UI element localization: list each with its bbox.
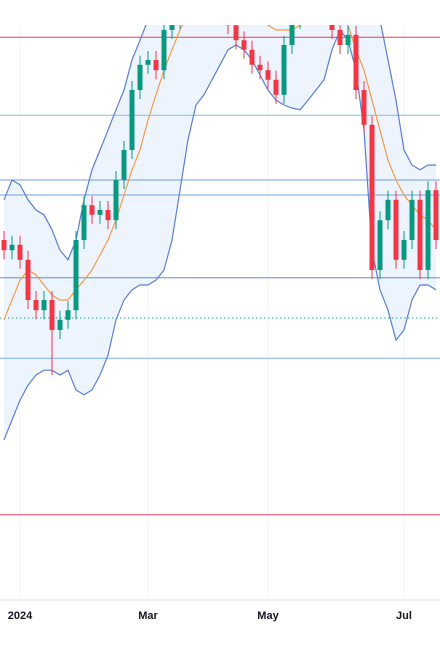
candle-body (433, 190, 439, 240)
candle-body (17, 244, 23, 260)
candle-body (97, 210, 103, 215)
candle-body (210, 0, 215, 5)
candle-body (9, 244, 15, 251)
candle-body (385, 199, 391, 221)
candle-body (265, 70, 271, 80)
candle-body (145, 60, 151, 65)
candle-body (409, 199, 415, 240)
candle-body (425, 190, 431, 270)
candle-body (401, 240, 407, 260)
candle-body (137, 64, 143, 90)
candle-body (298, 0, 303, 20)
candle-body (186, 0, 191, 10)
candle-body (218, 5, 223, 15)
candle-body (153, 60, 159, 71)
candle-body (417, 199, 423, 270)
candle-body (225, 25, 231, 26)
x-tick-label: Mar (138, 610, 158, 622)
candle-body (361, 90, 367, 125)
candle-body (249, 49, 255, 65)
candle-body (33, 300, 39, 311)
candle-body (65, 310, 71, 320)
candle-body (329, 25, 335, 30)
candle-body (241, 40, 247, 50)
candle-body (178, 10, 183, 20)
candle-body (393, 199, 399, 260)
candle-body (257, 64, 263, 71)
candle-body (129, 90, 135, 150)
candle-body (369, 124, 375, 270)
candle-body (57, 319, 63, 330)
candle-body (322, 0, 327, 10)
x-tick-label: Jul (396, 610, 412, 622)
candle-body (73, 240, 79, 311)
candle-body (49, 300, 55, 330)
candle-body (377, 220, 383, 270)
candle-body (105, 210, 111, 221)
candle-body (337, 30, 343, 45)
candle-body (121, 150, 127, 180)
candle-body (289, 25, 295, 45)
candle-body (353, 34, 359, 90)
candle-body (89, 205, 95, 215)
candle-body (81, 205, 87, 240)
candle-body (41, 300, 47, 311)
candle-body (1, 240, 7, 251)
candle-body (113, 180, 119, 221)
x-tick-label: May (257, 610, 279, 622)
candle-body (161, 30, 167, 71)
plot-area (0, 0, 440, 600)
candle-body (233, 25, 239, 41)
candle-body (169, 25, 175, 30)
candle-body (273, 79, 279, 95)
x-axis: 2024 Mar May Jul (8, 610, 412, 622)
candle-body (25, 259, 31, 300)
x-tick-label: 2024 (8, 610, 33, 622)
candle-body (345, 34, 351, 45)
candle-body (281, 45, 287, 95)
